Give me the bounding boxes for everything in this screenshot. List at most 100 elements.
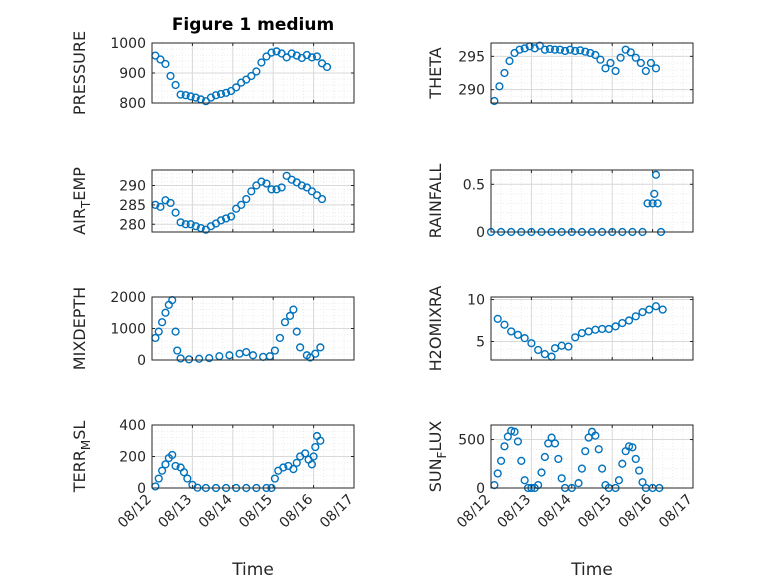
data-point — [527, 339, 536, 348]
y-tick-label: 10 — [467, 293, 485, 309]
data-point — [186, 92, 195, 101]
data-point — [638, 308, 647, 317]
data-point — [520, 476, 529, 485]
x-tick-label: 08/15 — [236, 492, 276, 532]
data-point — [624, 316, 634, 325]
x-tick-label: 08/14 — [535, 491, 575, 531]
data-point — [497, 456, 506, 465]
subplot-pressure: 800 900 1000 PRESSURE — [70, 31, 355, 115]
data-point — [316, 436, 325, 445]
data-point — [507, 426, 516, 435]
data-point — [638, 478, 647, 487]
data-point — [161, 460, 170, 469]
data-point — [282, 53, 291, 62]
y-axis-label: MIXDEPTH — [70, 287, 89, 370]
data-point — [166, 198, 175, 208]
data-point — [296, 343, 305, 352]
data-point — [513, 330, 523, 339]
y-tick-label: 800 — [119, 96, 146, 112]
data-point — [631, 312, 640, 321]
data-point — [247, 71, 256, 81]
data-point — [503, 432, 512, 441]
y-axis-label: SUNFLUX — [426, 421, 449, 493]
data-point — [181, 91, 190, 100]
data-point — [550, 439, 560, 448]
data-point — [550, 45, 560, 54]
data-point — [186, 220, 195, 229]
data-point — [156, 202, 165, 211]
data-point — [591, 431, 600, 440]
axes-box — [490, 42, 694, 104]
data-point — [279, 463, 288, 472]
data-point — [267, 48, 276, 57]
data-point — [232, 204, 241, 213]
y-tick-label: 285 — [119, 198, 146, 214]
data-point — [651, 64, 661, 73]
data-point — [171, 461, 180, 471]
y-axis-label: H2OMIXRA — [426, 286, 445, 372]
data-point — [297, 181, 306, 190]
y-tick-label: 0.5 — [463, 177, 485, 193]
data-point — [517, 456, 526, 465]
data-point — [581, 447, 590, 456]
data-point — [505, 56, 514, 66]
y-axis-label: THETA — [426, 47, 445, 99]
y-tick-label: 400 — [119, 418, 146, 434]
data-point — [651, 302, 661, 311]
data-point — [618, 318, 627, 328]
ticks — [490, 425, 694, 489]
y-axis-label: TERRMSL — [70, 421, 93, 494]
x-tick-label: 08/14 — [196, 491, 236, 531]
data-point — [270, 346, 279, 355]
data-point — [280, 318, 290, 327]
data-point — [564, 342, 573, 351]
data-point — [513, 437, 523, 446]
data-point — [577, 464, 587, 473]
data-point — [643, 199, 652, 208]
data-point — [520, 334, 529, 343]
data-point — [216, 89, 226, 99]
data-point — [534, 345, 543, 355]
data-point — [287, 49, 296, 58]
y-axis-label: AIRTEMP — [70, 167, 93, 235]
data-point — [252, 67, 261, 76]
data-point — [560, 46, 570, 56]
data-point — [537, 468, 546, 477]
x-tick-label: 08/15 — [575, 492, 615, 532]
data-point — [493, 314, 502, 323]
data-point — [227, 212, 236, 221]
data-point — [161, 308, 170, 317]
data-point — [289, 465, 298, 474]
y-tick-label: 1000 — [110, 322, 146, 338]
data-point — [156, 55, 165, 64]
data-point — [547, 433, 556, 442]
y-tick-label: 200 — [119, 450, 146, 466]
data-point — [225, 351, 234, 360]
data-point — [242, 348, 251, 357]
data-point — [277, 183, 286, 192]
data-point — [555, 45, 565, 54]
data-point — [285, 311, 295, 321]
series-points — [151, 47, 332, 106]
data-point — [211, 91, 221, 100]
data-point — [168, 450, 177, 460]
data-point — [311, 442, 320, 452]
y-tick-label: 0 — [137, 353, 146, 369]
subplot-sun_flux: 0 500 08/12 08/13 08/14 08/15 08/16 08/17 SUNFLU… — [426, 421, 696, 580]
data-point — [628, 443, 637, 452]
data-point — [566, 45, 575, 54]
data-point — [507, 327, 516, 336]
data-point — [594, 445, 603, 454]
axes-box — [151, 169, 355, 233]
y-tick-label: 0 — [137, 481, 146, 497]
data-point — [257, 177, 266, 186]
subplot-air_temp: 280 285 290 AIRTEMP — [70, 167, 355, 235]
y-tick-label: 290 — [119, 179, 146, 195]
data-point — [596, 55, 605, 64]
data-point — [540, 350, 549, 359]
ticks — [490, 43, 694, 103]
y-tick-label: 0 — [476, 225, 485, 241]
y-tick-label: 500 — [458, 433, 485, 449]
data-point — [301, 449, 310, 458]
